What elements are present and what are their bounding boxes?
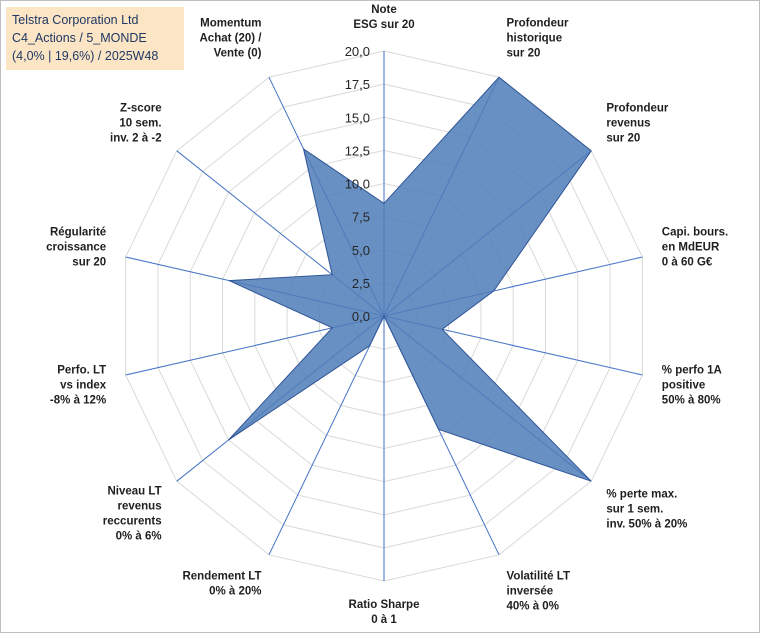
axis-label: % perfo 1A positive 50% à 80%: [662, 364, 722, 406]
axis-label: Régularité croissance sur 20: [46, 227, 106, 269]
tick-label: 0,0: [352, 309, 370, 324]
axis-label: Profondeur historique sur 20: [507, 17, 569, 59]
axis-label: Ratio Sharpe 0 à 1: [349, 599, 420, 626]
series-area: [228, 76, 592, 482]
tick-label: 12,5: [345, 143, 370, 158]
radar-axis-labels: Note ESG sur 20 Profondeur historique sur 20…: [46, 4, 728, 626]
tick-label: 5,0: [352, 243, 370, 258]
tick-label: 7,5: [352, 210, 370, 225]
axis-label: Niveau LT revenus reccurents 0% à 6%: [103, 486, 162, 543]
radar-tick-labels: 0,0 2,5 5,0 7,5 10,0 12,5 15,0 17,5 20,0: [345, 44, 370, 324]
axis-label: Rendement LT 0% à 20%: [182, 571, 261, 598]
tick-label: 15,0: [345, 110, 370, 125]
axis-label: % perte max. sur 1 sem. inv. 50% à 20%: [606, 489, 687, 531]
axis-label: Perfo. LT vs index -8% à 12%: [50, 364, 107, 406]
chart-header: Telstra Corporation Ltd C4_Actions / 5_M…: [6, 7, 184, 70]
header-stats: (4,0% | 19,6%) / 2025W48: [12, 49, 159, 63]
axis-label: Z-score 10 sem. inv. 2 à -2: [110, 103, 162, 145]
axis-label: Profondeur revenus sur 20: [606, 103, 668, 145]
tick-label: 20,0: [345, 44, 370, 59]
axis-spoke: [268, 315, 385, 556]
radar-series: [228, 76, 592, 482]
header-company: Telstra Corporation Ltd: [12, 13, 139, 27]
axis-label: Note ESG sur 20: [353, 4, 414, 31]
axis-label: Capi. bours. en MdEUR 0 à 60 G€: [662, 227, 728, 269]
tick-label: 17,5: [345, 77, 370, 92]
axis-label: Volatilité LT inversée 40% à 0%: [507, 571, 570, 613]
axis-label: Momentum Achat (20) / Vente (0): [200, 17, 263, 59]
header-category: C4_Actions / 5_MONDE: [12, 31, 147, 45]
tick-label: 2,5: [352, 276, 370, 291]
tick-label: 10,0: [345, 177, 370, 192]
